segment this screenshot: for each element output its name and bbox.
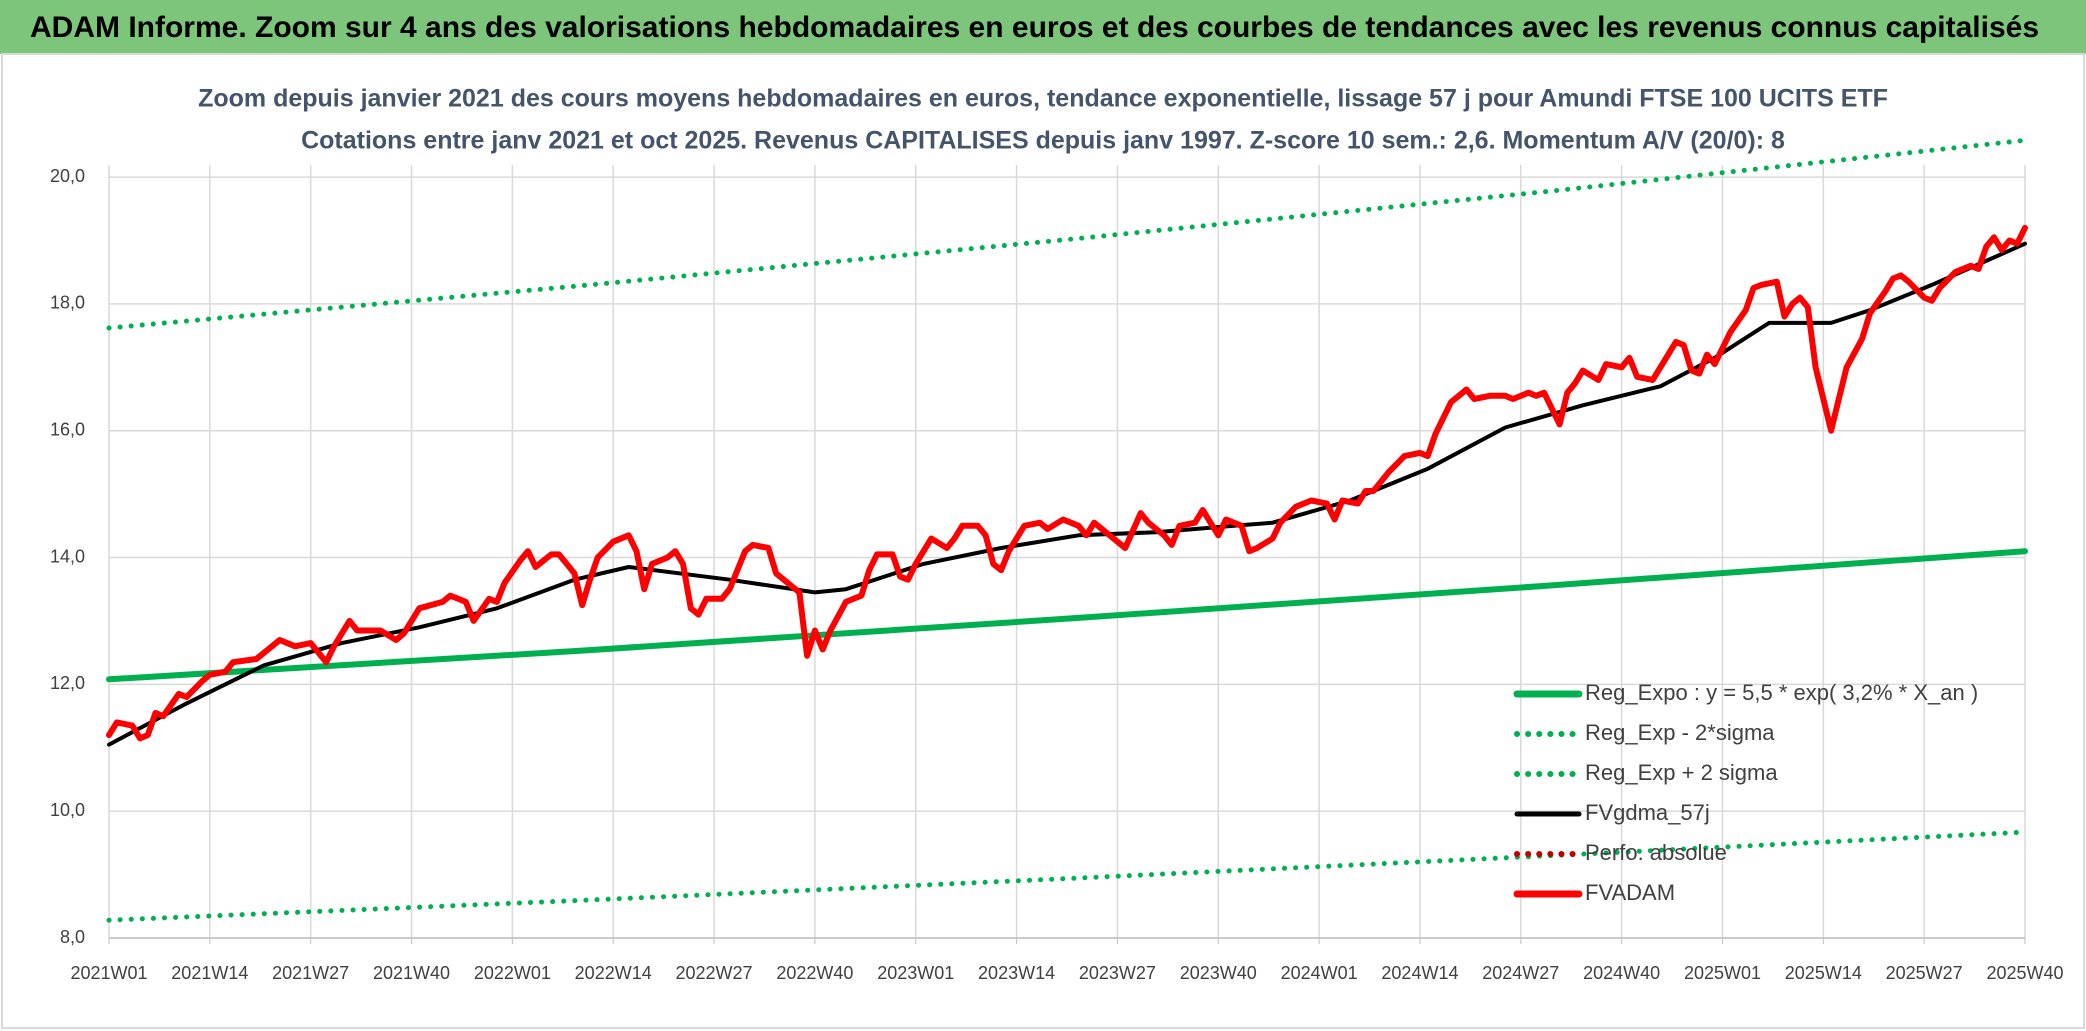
series-line — [107, 241, 2027, 747]
x-tick-label: 2024W40 — [1583, 963, 1660, 983]
x-tick-label: 2025W27 — [1886, 963, 1963, 983]
legend-label: Reg_Exp + 2 sigma — [1585, 760, 1778, 785]
legend-label: Perfo. absolue — [1585, 840, 1727, 865]
x-tick-label: 2024W27 — [1482, 963, 1559, 983]
x-tick-label: 2021W01 — [70, 963, 147, 983]
series-line — [106, 548, 2028, 683]
x-tick-label: 2022W14 — [575, 963, 652, 983]
x-tick-label: 2025W40 — [1986, 963, 2063, 983]
x-tick-label: 2025W01 — [1684, 963, 1761, 983]
x-tick-label: 2023W40 — [1180, 963, 1257, 983]
y-tick-label: 18,0 — [50, 293, 85, 313]
x-tick-label: 2025W14 — [1785, 963, 1862, 983]
legend-label: Reg_Exp - 2*sigma — [1585, 720, 1775, 745]
x-tick-label: 2023W01 — [877, 963, 954, 983]
series-line — [106, 829, 2028, 923]
x-tick-label: 2021W14 — [171, 963, 248, 983]
series-line — [106, 224, 2028, 742]
header-title: ADAM Informe. Zoom sur 4 ans des valoris… — [30, 11, 2039, 44]
y-tick-label: 16,0 — [50, 419, 85, 439]
x-tick-label: 2023W27 — [1079, 963, 1156, 983]
y-tick-label: 8,0 — [60, 927, 85, 947]
x-tick-label: 2023W14 — [978, 963, 1055, 983]
x-tick-label: 2022W40 — [776, 963, 853, 983]
x-tick-label: 2021W27 — [272, 963, 349, 983]
legend-label: Reg_Expo : y = 5,5 * exp( 3,2% * X_an ) — [1585, 680, 1978, 705]
legend-label: FVADAM — [1585, 880, 1675, 905]
y-tick-label: 10,0 — [50, 800, 85, 820]
chart-border — [1, 53, 2085, 1029]
x-tick-label: 2024W14 — [1381, 963, 1458, 983]
x-tick-label: 2022W01 — [474, 963, 551, 983]
series-line — [106, 137, 2028, 331]
legend-label: FVgdma_57j — [1585, 800, 1710, 825]
chart-subtitle: Cotations entre janv 2021 et oct 2025. R… — [301, 127, 1785, 155]
chart-title: Zoom depuis janvier 2021 des cours moyen… — [198, 85, 1888, 113]
x-tick-label: 2022W27 — [676, 963, 753, 983]
x-tick-label: 2024W01 — [1281, 963, 1358, 983]
header-bar — [0, 0, 2086, 54]
y-tick-label: 14,0 — [50, 546, 85, 566]
y-tick-label: 12,0 — [50, 673, 85, 693]
x-tick-label: 2021W40 — [373, 963, 450, 983]
y-tick-label: 20,0 — [50, 166, 85, 186]
